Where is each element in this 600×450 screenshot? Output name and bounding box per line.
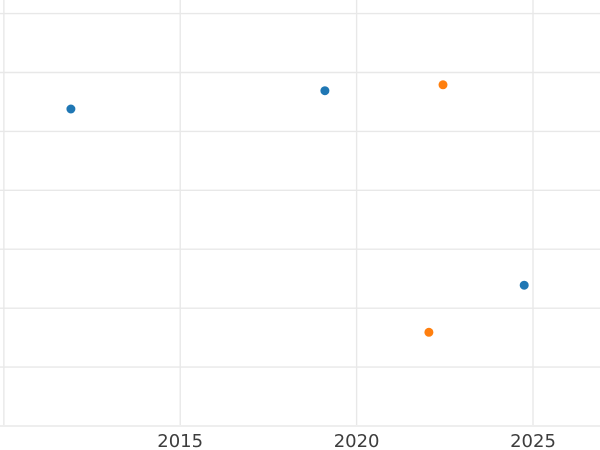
scatter-point-series-blue (519, 280, 529, 290)
scatter-point-series-orange (438, 80, 448, 90)
x-tick-label: 2020 (334, 431, 380, 450)
horizontal-gridlines (0, 12, 600, 427)
x-tick-label: 2025 (510, 431, 556, 450)
vertical-gridlines (3, 0, 534, 425)
scatter-point-series-orange (424, 327, 434, 337)
x-tick-label: 2015 (157, 431, 203, 450)
scatter-point-series-blue (320, 86, 330, 96)
scatter-point-series-blue (66, 104, 76, 114)
x-axis-tick-labels: 2015 2020 2025 (157, 431, 556, 450)
scatter-points (66, 80, 529, 337)
